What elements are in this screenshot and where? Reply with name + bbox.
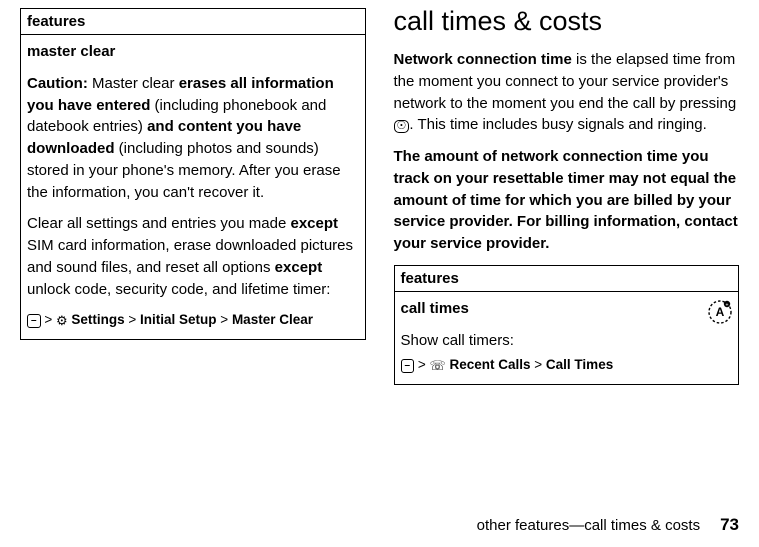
features-box-left: features master clear Caution: Master cl… <box>20 8 366 340</box>
page-number: 73 <box>720 515 739 535</box>
network-connection-paragraph: Network connection time is the elapsed t… <box>394 49 740 136</box>
path-master-clear: Master Clear <box>232 312 313 327</box>
mc-text-a: Master clear <box>88 75 179 92</box>
call-times-title: call times <box>401 300 469 317</box>
left-column: features master clear Caution: Master cl… <box>20 8 366 509</box>
path-call-times: Call Times <box>546 357 613 372</box>
mc2-bold-1: except <box>290 215 338 232</box>
features-box-right-body: call times Show call timers: A + > ☏ Rec… <box>395 292 739 384</box>
call-times-path: > ☏ Recent Calls > Call Times <box>401 355 733 376</box>
svg-text:+: + <box>726 302 729 308</box>
features-box-right: features call times Show call timers: A … <box>394 265 740 385</box>
features-box-right-header: features <box>395 266 739 292</box>
menu-key-icon <box>27 314 41 328</box>
master-clear-except: Clear all settings and entries you made … <box>27 213 359 300</box>
footer-text: other features—call times & costs <box>477 517 700 534</box>
right-column: call times & costs Network connection ti… <box>394 8 740 509</box>
path-settings: Settings <box>71 312 124 327</box>
nct-bold: Network connection time <box>394 51 572 68</box>
master-clear-caution: Caution: Master clear erases all informa… <box>27 73 359 204</box>
call-times-desc: Show call timers: <box>401 330 701 352</box>
mc2-text-c: unlock code, security code, and lifetime… <box>27 281 330 298</box>
settings-icon: ⚙ <box>56 313 68 328</box>
end-key-icon: ☉ <box>394 120 410 133</box>
svg-text:A: A <box>716 305 725 319</box>
recent-calls-icon: ☏ <box>429 358 445 373</box>
menu-key-icon <box>401 359 415 373</box>
features-box-left-body: master clear Caution: Master clear erase… <box>21 35 365 339</box>
network-feature-icon: A + <box>708 300 732 324</box>
nct-tail: . This time includes busy signals and ri… <box>409 116 706 133</box>
mc2-text-a: Clear all settings and entries you made <box>27 215 290 232</box>
master-clear-title: master clear <box>27 43 115 60</box>
path-initial-setup: Initial Setup <box>140 312 217 327</box>
master-clear-path: > ⚙ Settings > Initial Setup > Master Cl… <box>27 310 359 331</box>
page-footer: other features—call times & costs 73 <box>20 509 739 535</box>
section-heading: call times & costs <box>394 6 740 37</box>
path-recent-calls: Recent Calls <box>449 357 530 372</box>
mc2-bold-2: except <box>275 259 323 276</box>
caution-label: Caution: <box>27 75 88 92</box>
billing-bold: The amount of network connection time yo… <box>394 148 738 252</box>
billing-paragraph: The amount of network connection time yo… <box>394 146 740 255</box>
features-box-left-header: features <box>21 9 365 35</box>
